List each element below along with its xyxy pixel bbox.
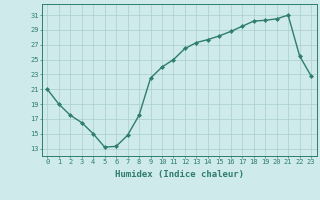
X-axis label: Humidex (Indice chaleur): Humidex (Indice chaleur) [115,170,244,179]
